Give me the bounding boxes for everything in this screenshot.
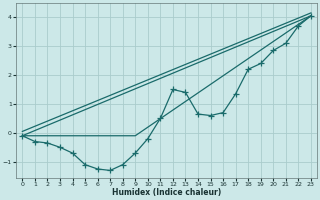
X-axis label: Humidex (Indice chaleur): Humidex (Indice chaleur)	[112, 188, 221, 197]
